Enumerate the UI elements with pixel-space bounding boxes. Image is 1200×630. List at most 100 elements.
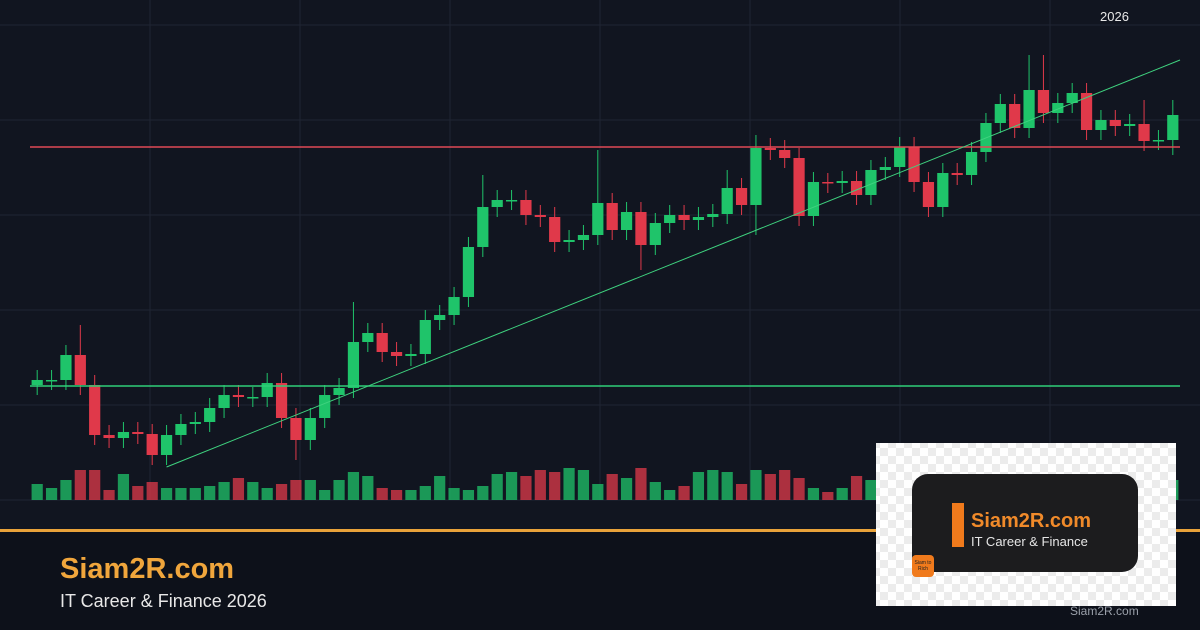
logo-subtitle: IT Career & Finance bbox=[971, 534, 1088, 549]
candle-body bbox=[822, 182, 834, 184]
volume-bar bbox=[218, 482, 230, 500]
logo-badge-text-box: Siam to Rich bbox=[915, 560, 932, 572]
candle-body bbox=[779, 150, 791, 158]
candle-body bbox=[750, 148, 762, 205]
volume-bar bbox=[175, 488, 187, 500]
candle-body bbox=[721, 188, 733, 214]
candle-body bbox=[1138, 124, 1150, 141]
volume-bar bbox=[865, 480, 877, 500]
volume-bar bbox=[822, 492, 834, 500]
candle-body bbox=[1023, 90, 1035, 128]
volume-bar bbox=[247, 482, 259, 500]
volume-bar bbox=[534, 470, 546, 500]
candle-body bbox=[462, 247, 475, 297]
volume-bar bbox=[649, 482, 661, 500]
candle-body bbox=[879, 167, 891, 170]
candle-body bbox=[261, 383, 273, 397]
volume-bar bbox=[491, 474, 503, 500]
candle-body bbox=[376, 333, 388, 352]
volume-bar bbox=[692, 472, 705, 500]
candle-body bbox=[563, 240, 575, 242]
volume-bar bbox=[592, 484, 604, 500]
volume-bar bbox=[563, 468, 575, 500]
candle-body bbox=[434, 315, 446, 320]
candle-body bbox=[333, 388, 345, 395]
logo-bar bbox=[952, 503, 964, 547]
volume-bar bbox=[448, 488, 460, 500]
candle-body bbox=[534, 215, 546, 217]
candle-body bbox=[994, 104, 1006, 123]
candle-body bbox=[922, 182, 935, 207]
volume-bar bbox=[160, 488, 173, 500]
candle-body bbox=[649, 223, 661, 245]
candle-body bbox=[405, 354, 417, 356]
trend-line bbox=[166, 59, 1181, 468]
annotation: 2026 bbox=[1100, 9, 1129, 24]
candle-body bbox=[390, 352, 403, 356]
candle-body bbox=[692, 217, 705, 220]
candle-body bbox=[1066, 93, 1078, 103]
candle-body bbox=[549, 217, 561, 242]
volume-bar bbox=[606, 474, 618, 500]
candle-body bbox=[247, 397, 259, 399]
candle-body bbox=[132, 432, 144, 434]
candle-body bbox=[678, 215, 690, 220]
volume-bar bbox=[60, 480, 72, 500]
candle-body bbox=[850, 181, 863, 195]
candle-body bbox=[894, 147, 906, 167]
brand-subtitle: IT Career & Finance 2026 bbox=[60, 591, 267, 611]
candle-body bbox=[965, 152, 978, 175]
candle-body bbox=[117, 432, 130, 438]
volume-bar bbox=[707, 470, 719, 500]
candle-body bbox=[304, 418, 316, 440]
candle-body bbox=[1124, 124, 1136, 126]
candle-body bbox=[836, 181, 848, 183]
volume-bar bbox=[290, 480, 302, 500]
candle-body bbox=[1052, 103, 1064, 113]
volume-bar bbox=[735, 484, 748, 500]
candle-body bbox=[707, 214, 719, 217]
volume-bar bbox=[275, 484, 288, 500]
candle-body bbox=[505, 200, 518, 202]
candle-body bbox=[606, 203, 618, 230]
volume-bar bbox=[362, 476, 374, 500]
volume-bar bbox=[390, 490, 403, 500]
candle-body bbox=[908, 147, 920, 182]
candle-body bbox=[204, 408, 216, 422]
volume-bar bbox=[347, 472, 360, 500]
logo-badge bbox=[912, 555, 934, 577]
volume-bar bbox=[232, 478, 245, 500]
logo-title: Siam2R.com bbox=[971, 510, 1091, 532]
candle-body bbox=[74, 355, 86, 385]
volume-bar bbox=[477, 486, 489, 500]
candle-body bbox=[347, 342, 360, 388]
brand-title: Siam2R.com bbox=[60, 553, 234, 585]
candle-body bbox=[146, 434, 158, 455]
candle-body bbox=[807, 182, 820, 216]
candle-body bbox=[103, 435, 115, 438]
candle-body bbox=[45, 380, 58, 382]
volume-bar bbox=[779, 470, 791, 500]
candle-body bbox=[477, 207, 489, 247]
volume-bar bbox=[146, 482, 158, 500]
volume-bar bbox=[678, 486, 690, 500]
volume-bar bbox=[204, 486, 216, 500]
candle-body bbox=[1167, 115, 1179, 140]
volume-bar bbox=[434, 476, 446, 500]
candle-body bbox=[491, 200, 503, 207]
candle-body bbox=[290, 418, 302, 440]
candle-body bbox=[232, 395, 245, 397]
candle-body bbox=[419, 320, 431, 354]
volume-bar bbox=[74, 470, 86, 500]
candle-body bbox=[951, 173, 963, 175]
volume-bar bbox=[376, 488, 388, 500]
candle-body bbox=[218, 395, 230, 408]
volume-bar bbox=[261, 488, 273, 500]
candle-body bbox=[1080, 93, 1093, 130]
volume-bar bbox=[117, 474, 130, 500]
volume-bar bbox=[103, 490, 115, 500]
volume-bar bbox=[807, 488, 820, 500]
candle-body bbox=[31, 380, 43, 385]
candle-body bbox=[319, 395, 331, 418]
